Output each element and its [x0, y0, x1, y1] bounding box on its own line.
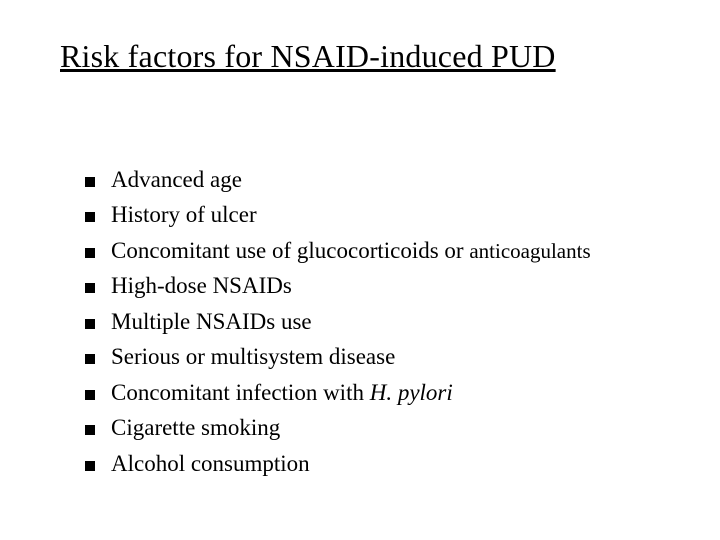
- list-item: Advanced age: [85, 165, 680, 194]
- list-item: Concomitant infection with H. pylori: [85, 378, 680, 407]
- list-item-text: Advanced age: [111, 165, 680, 194]
- list-item: Multiple NSAIDs use: [85, 307, 680, 336]
- square-bullet-icon: [85, 177, 95, 187]
- list-item: Concomitant use of glucocorticoids or an…: [85, 236, 680, 265]
- list-item-text: Concomitant use of glucocorticoids or an…: [111, 236, 680, 265]
- square-bullet-icon: [85, 248, 95, 258]
- list-item: History of ulcer: [85, 200, 680, 229]
- square-bullet-icon: [85, 212, 95, 222]
- list-item-text: High-dose NSAIDs: [111, 271, 680, 300]
- list-item: Alcohol consumption: [85, 449, 680, 478]
- list-item-text: Cigarette smoking: [111, 413, 680, 442]
- italic-text: H. pylori: [370, 380, 453, 405]
- square-bullet-icon: [85, 461, 95, 471]
- list-item-text: Alcohol consumption: [111, 449, 680, 478]
- list-item-text: Concomitant infection with H. pylori: [111, 378, 680, 407]
- square-bullet-icon: [85, 390, 95, 400]
- slide-title: Risk factors for NSAID-induced PUD: [60, 38, 556, 75]
- list-item-text: History of ulcer: [111, 200, 680, 229]
- list-item-text: Serious or multisystem disease: [111, 342, 680, 371]
- square-bullet-icon: [85, 283, 95, 293]
- list-item-text: Multiple NSAIDs use: [111, 307, 680, 336]
- list-item: Cigarette smoking: [85, 413, 680, 442]
- square-bullet-icon: [85, 319, 95, 329]
- small-text: anticoagulants: [469, 239, 590, 263]
- square-bullet-icon: [85, 354, 95, 364]
- slide: Risk factors for NSAID-induced PUD Advan…: [0, 0, 720, 540]
- bullet-list: Advanced age History of ulcer Concomitan…: [85, 165, 680, 484]
- list-item: High-dose NSAIDs: [85, 271, 680, 300]
- list-item: Serious or multisystem disease: [85, 342, 680, 371]
- square-bullet-icon: [85, 425, 95, 435]
